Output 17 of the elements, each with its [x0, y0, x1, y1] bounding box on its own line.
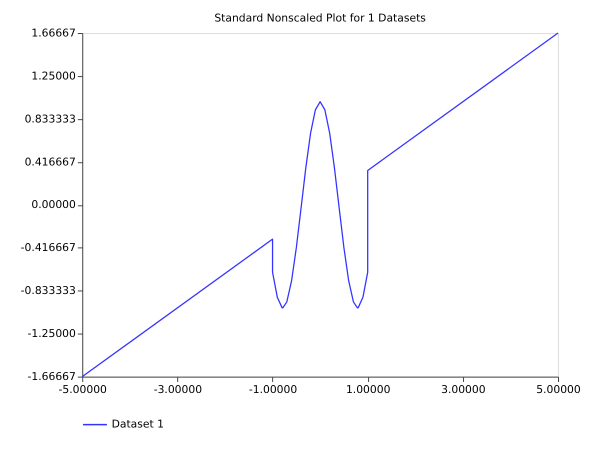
x-tick-label: 3.00000	[441, 382, 486, 396]
y-tick-label: -1.66667	[28, 370, 76, 384]
y-tick-label: 1.25000	[31, 69, 76, 82]
x-tick-label: 1.00000	[346, 382, 391, 396]
x-tick-label: -5.00000	[58, 382, 108, 396]
y-tick-label: -0.416667	[20, 241, 76, 254]
y-tick-label: 0.833333	[24, 112, 76, 126]
chart-title: Standard Nonscaled Plot for 1 Datasets	[214, 11, 426, 24]
legend-label: Dataset 1	[112, 418, 164, 431]
x-tick-label: 5.00000	[536, 382, 581, 396]
y-tick-label: -0.833333	[20, 284, 76, 298]
y-tick-label: 0.416667	[24, 155, 76, 168]
y-tick-label: -1.25000	[28, 327, 76, 340]
x-tick-label: -1.00000	[248, 382, 298, 396]
x-tick-label: -3.00000	[154, 382, 202, 396]
y-tick-label: 0.00000	[31, 198, 76, 212]
y-tick-label: 1.66667	[31, 26, 76, 40]
